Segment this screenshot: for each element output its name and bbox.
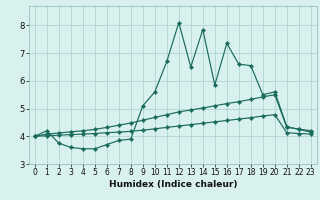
X-axis label: Humidex (Indice chaleur): Humidex (Indice chaleur) <box>108 180 237 189</box>
